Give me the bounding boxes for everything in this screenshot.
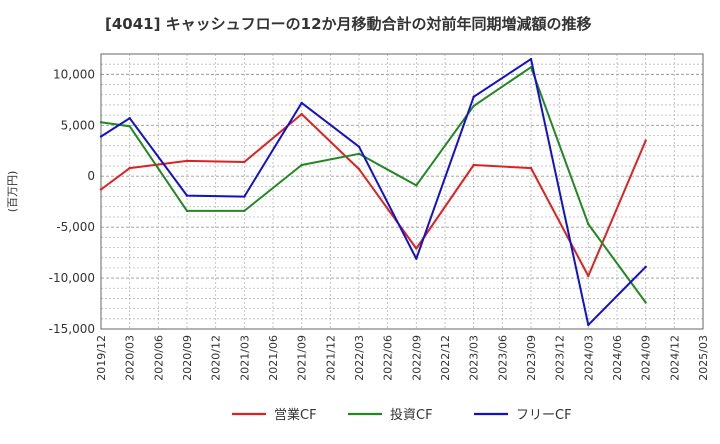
data-point [99,188,103,191]
data-point [243,195,246,198]
x-tick-label: 2024/12 [668,335,681,381]
data-point [644,265,647,269]
plot-frame [100,53,704,330]
x-tick-label: 2020/09 [181,335,194,381]
data-point [529,57,533,61]
data-point [99,121,103,124]
x-tick-label: 2020/03 [124,335,137,381]
data-point [644,139,647,142]
data-point [300,112,303,116]
y-axis-label: (百万円) [6,171,19,213]
x-tick-label: 2024/09 [640,335,653,381]
data-point [357,167,361,171]
x-tick-label: 2020/06 [152,335,165,381]
data-point [415,247,418,250]
legend-label: 投資CF [390,407,433,423]
x-tick-label: 2024/03 [582,335,595,381]
data-point [185,209,189,213]
x-tick-label: 2025/03 [697,335,710,381]
legend-label: フリーCF [516,408,572,423]
y-tick-label: -15,000 [49,322,95,336]
data-point [529,166,533,170]
data-point [587,274,590,278]
y-tick-label: -10,000 [49,271,95,285]
data-point [529,66,533,69]
data-point [128,116,131,120]
x-tick-label: 2022/12 [439,335,452,381]
x-tick-label: 2021/03 [238,335,251,381]
y-tick-label: 0 [87,169,95,183]
data-point [99,135,103,138]
plot-area [101,54,703,329]
data-point [185,194,189,197]
y-tick-label: 5,000 [61,118,95,132]
data-point [128,166,131,170]
data-point [185,159,189,163]
data-point [357,145,361,148]
data-point [300,101,303,105]
data-point [472,163,475,167]
y-tick-label: -5,000 [56,220,95,234]
x-tick-label: 2024/06 [611,335,624,381]
y-tick-label: 10,000 [53,67,95,81]
legend-label: 営業CF [274,407,317,423]
data-point [243,160,246,164]
x-tick-label: 2023/06 [496,335,509,381]
data-point [472,104,475,108]
x-tick-label: 2022/09 [410,335,423,381]
x-tick-label: 2023/09 [525,335,538,381]
data-point [128,125,131,128]
chart-title: [4041] キャッシュフローの12か月移動合計の対前年同期増減額の推移 [105,15,592,33]
x-tick-label: 2021/06 [267,335,280,381]
x-tick-label: 2020/12 [210,335,223,381]
data-point [300,163,303,167]
data-point [587,323,590,327]
data-point [644,301,647,304]
x-tick-label: 2023/03 [468,335,481,381]
x-tick-label: 2023/12 [554,335,567,381]
data-point [243,209,246,213]
x-tick-label: 2019/12 [95,335,108,381]
x-tick-label: 2021/09 [296,335,309,381]
x-tick-label: 2022/03 [353,335,366,381]
data-point [472,95,475,98]
data-point [587,222,590,226]
x-tick-label: 2022/06 [382,335,395,381]
x-tick-label: 2021/12 [324,335,337,381]
data-point [415,257,418,260]
data-point [357,152,361,156]
data-point [415,184,418,187]
